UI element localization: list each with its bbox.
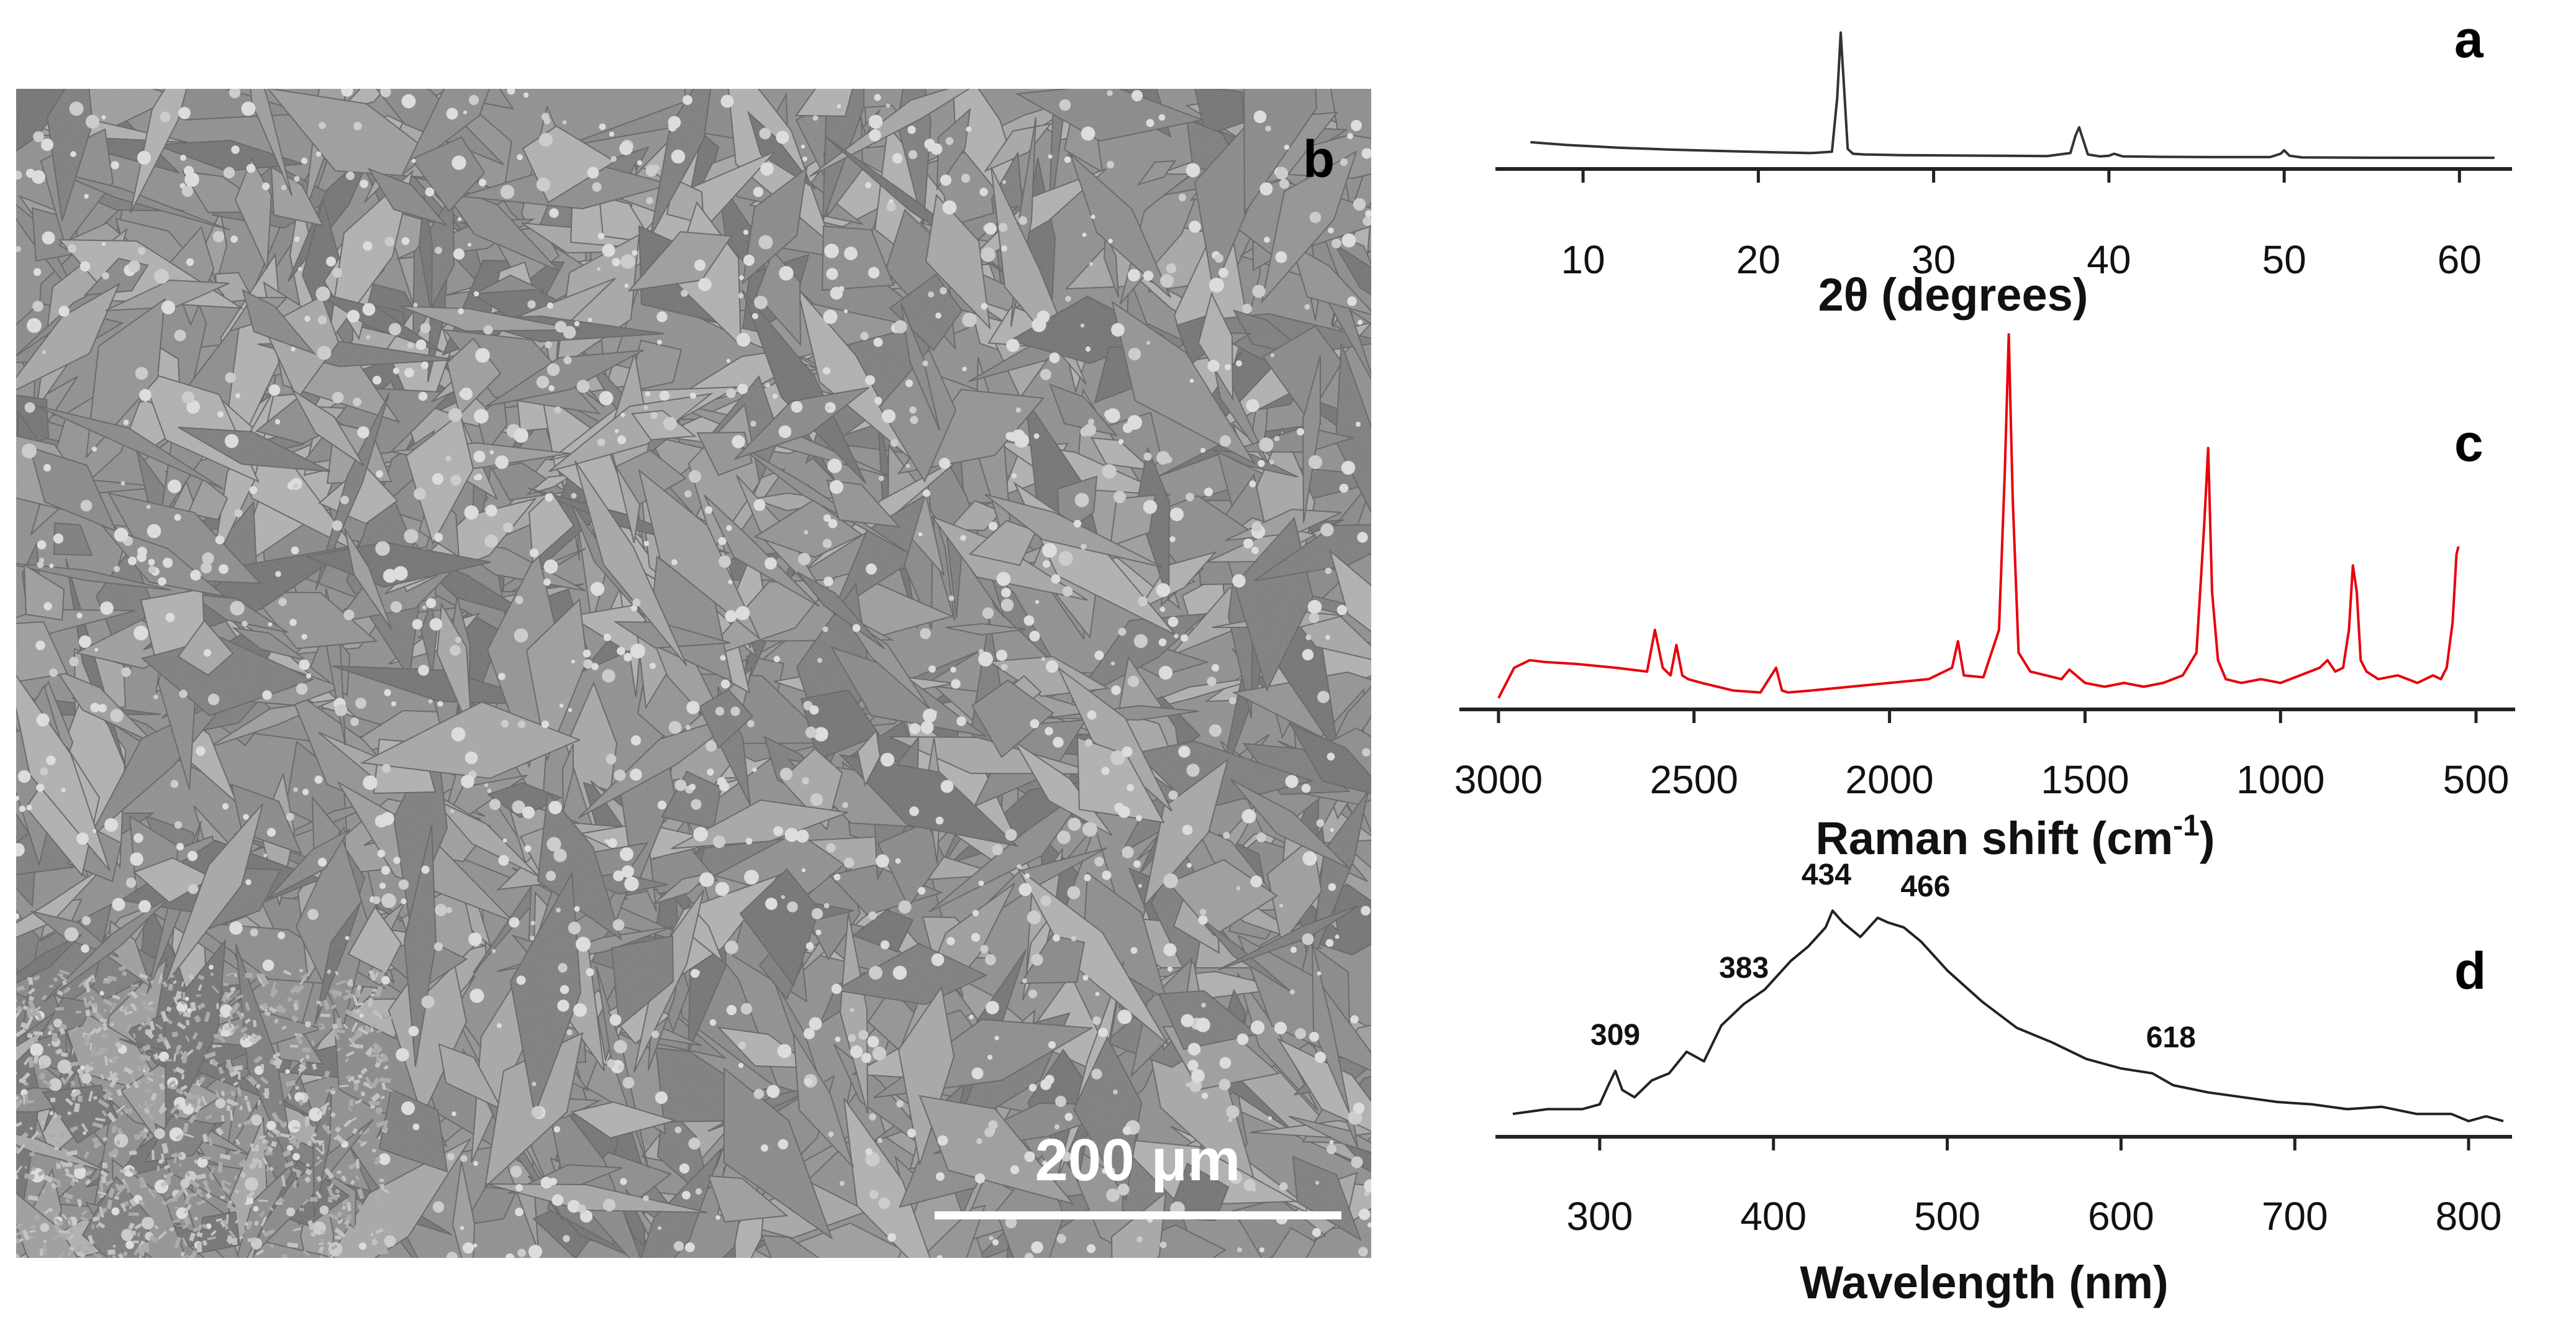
pl-x-tick-label: 500 (1914, 1194, 1980, 1239)
xrd-x-tick-label: 60 (2438, 237, 2482, 282)
panel-letter-a: a (2454, 10, 2484, 68)
sem-fine-grain (16, 1142, 17, 1150)
pl-chart: 300 400 500 600 700 800 309 383 434 466 618 Wavel… (1495, 858, 2512, 1308)
sem-fine-grain (193, 1258, 200, 1264)
pl-x-axis-title: Wavelength (nm) (1800, 1257, 2168, 1308)
xrd-x-tick-label: 10 (1561, 237, 1605, 282)
pl-peak-label-618: 618 (2146, 1021, 2196, 1054)
panel-letter-c: c (2454, 414, 2483, 472)
pl-series-line (1512, 909, 2504, 1122)
pl-x-tick-label: 600 (2088, 1194, 2154, 1239)
raman-x-axis-title-base: Raman shift (cm (1815, 813, 2173, 864)
xrd-plot-area (1530, 31, 2495, 159)
pl-peak-label-309: 309 (1590, 1019, 1640, 1052)
pl-x-tick-label: 400 (1740, 1194, 1807, 1239)
raman-x-axis-title: Raman shift (cm-1) (1815, 809, 2215, 864)
raman-x-tick-label: 1500 (2041, 757, 2129, 802)
scale-bar (935, 1211, 1341, 1219)
xrd-chart: 10 20 30 40 50 60 2θ (degrees) (1495, 31, 2512, 321)
pl-peak-label-434: 434 (1802, 858, 1851, 891)
pl-peak-label-383: 383 (1719, 952, 1769, 985)
pl-x-tick-label: 300 (1567, 1194, 1633, 1239)
pl-peak-label-466: 466 (1900, 870, 1950, 903)
xrd-series-line (1530, 31, 2495, 159)
pl-peak-labels: 309 383 434 466 618 (1590, 858, 2196, 1054)
sem-fine-grain (16, 973, 17, 981)
scale-bar-label: 200 μm (1035, 1127, 1241, 1193)
raman-x-ticks: 3000 2500 2000 1500 1000 500 (1454, 708, 2515, 802)
pl-x-tick-label: 800 (2436, 1194, 2502, 1239)
raman-plot-area (1497, 333, 2460, 699)
raman-x-tick-label: 2500 (1650, 757, 1738, 802)
raman-x-axis-title-end: ) (2200, 813, 2215, 864)
xrd-x-tick-label: 50 (2262, 237, 2306, 282)
pl-x-tick-label: 700 (2262, 1194, 2328, 1239)
panel-letter-b: b (1303, 130, 1335, 188)
xrd-x-axis-title: 2θ (degrees) (1818, 269, 2088, 321)
raman-series-line (1497, 333, 2460, 699)
raman-chart: 3000 2500 2000 1500 1000 500 Raman shift (cm-… (1454, 333, 2515, 864)
pl-x-ticks: 300 400 500 600 700 800 (1495, 1135, 2512, 1239)
xrd-x-tick-label: 30 (1912, 237, 1956, 282)
raman-x-tick-label: 500 (2443, 757, 2510, 802)
xrd-x-ticks: 10 20 30 40 50 60 (1495, 167, 2512, 282)
sem-fine-grain (16, 1050, 17, 1054)
panel-letter-d: d (2454, 942, 2486, 1000)
raman-x-tick-label: 3000 (1454, 757, 1543, 802)
sem-micrograph: 200 μm b (16, 89, 1371, 1264)
xrd-x-tick-label: 40 (2087, 237, 2131, 282)
sem-noise (16, 89, 1371, 1258)
raman-x-axis-title-sup: -1 (2173, 809, 2200, 842)
pl-plot-area (1512, 909, 2504, 1122)
raman-x-tick-label: 2000 (1845, 757, 1933, 802)
raman-x-tick-label: 1000 (2236, 757, 2324, 802)
xrd-x-tick-label: 20 (1736, 237, 1780, 282)
sem-fine-grain (16, 998, 17, 1003)
